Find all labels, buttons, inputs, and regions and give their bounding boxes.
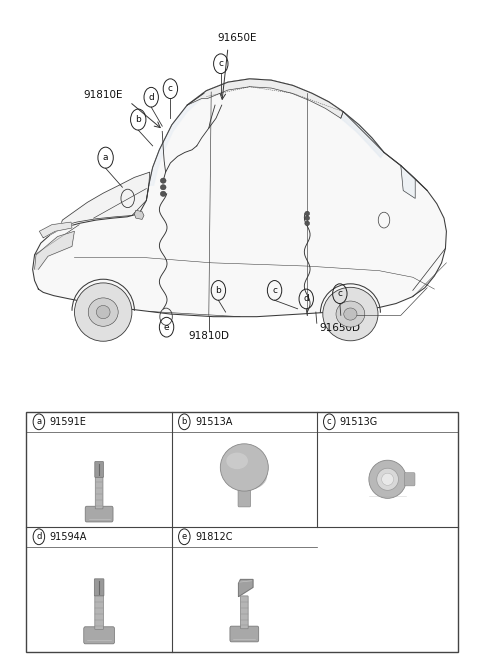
FancyBboxPatch shape <box>85 507 113 522</box>
Ellipse shape <box>305 215 310 221</box>
Text: 91594A: 91594A <box>49 532 87 542</box>
Ellipse shape <box>88 298 118 327</box>
Ellipse shape <box>305 221 310 226</box>
Ellipse shape <box>160 185 166 190</box>
Text: b: b <box>216 286 221 295</box>
Polygon shape <box>149 93 204 185</box>
FancyBboxPatch shape <box>230 626 259 642</box>
Text: e: e <box>164 323 169 332</box>
Ellipse shape <box>226 462 267 490</box>
Text: a: a <box>36 417 41 426</box>
FancyBboxPatch shape <box>240 596 248 629</box>
Polygon shape <box>60 172 150 227</box>
Polygon shape <box>239 579 253 597</box>
FancyBboxPatch shape <box>94 579 104 596</box>
Text: c: c <box>168 84 173 93</box>
FancyBboxPatch shape <box>405 473 415 486</box>
Ellipse shape <box>160 191 166 196</box>
Ellipse shape <box>160 178 166 183</box>
Text: c: c <box>218 59 223 68</box>
Ellipse shape <box>227 453 248 469</box>
Text: b: b <box>181 417 187 426</box>
Polygon shape <box>341 112 384 158</box>
FancyBboxPatch shape <box>95 462 103 477</box>
Ellipse shape <box>220 444 268 491</box>
Text: c: c <box>327 417 332 426</box>
Polygon shape <box>187 79 343 118</box>
Polygon shape <box>401 166 415 198</box>
Text: 91513G: 91513G <box>340 417 378 427</box>
Text: c: c <box>337 289 342 298</box>
Ellipse shape <box>323 287 378 341</box>
Ellipse shape <box>74 283 132 341</box>
Text: e: e <box>182 532 187 541</box>
Text: 91650D: 91650D <box>319 323 360 333</box>
Text: a: a <box>103 153 108 162</box>
Text: b: b <box>135 115 141 124</box>
Text: 91591E: 91591E <box>49 417 86 427</box>
Ellipse shape <box>344 308 357 320</box>
Polygon shape <box>39 222 72 238</box>
Bar <box>26 412 458 652</box>
Ellipse shape <box>336 301 365 327</box>
Text: c: c <box>272 286 277 295</box>
Polygon shape <box>134 210 144 219</box>
FancyBboxPatch shape <box>84 627 114 644</box>
Ellipse shape <box>382 473 394 486</box>
Text: 91812C: 91812C <box>195 532 232 542</box>
Text: d: d <box>36 532 42 541</box>
FancyBboxPatch shape <box>95 476 103 509</box>
Text: 91810D: 91810D <box>188 331 229 341</box>
Text: 91810E: 91810E <box>83 90 122 100</box>
Ellipse shape <box>369 461 407 499</box>
Polygon shape <box>35 231 74 269</box>
Ellipse shape <box>377 468 398 490</box>
FancyBboxPatch shape <box>95 595 103 629</box>
Text: 91513A: 91513A <box>195 417 232 427</box>
Text: d: d <box>303 294 309 304</box>
Text: d: d <box>148 93 154 102</box>
Ellipse shape <box>96 306 110 319</box>
Polygon shape <box>33 79 446 317</box>
Text: 91650E: 91650E <box>218 33 257 43</box>
FancyBboxPatch shape <box>238 466 251 507</box>
Ellipse shape <box>305 212 310 215</box>
